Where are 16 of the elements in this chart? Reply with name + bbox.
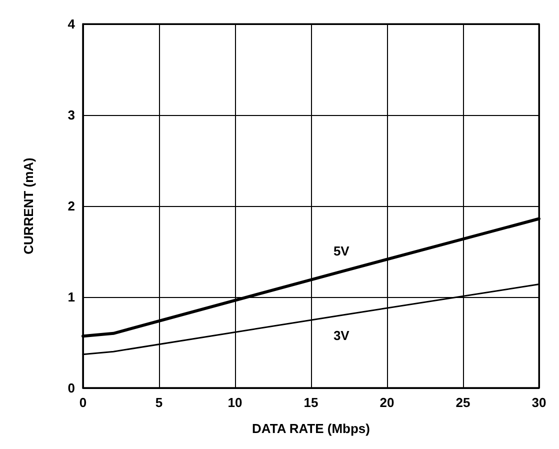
x-tick-label: 15 <box>304 395 318 410</box>
y-tick-label: 2 <box>68 198 75 214</box>
x-tick-label: 20 <box>380 395 394 410</box>
y-tick-label: 1 <box>68 290 75 304</box>
x-tick-label: 10 <box>228 395 242 410</box>
series-label: 3V <box>333 328 350 344</box>
x-tick-label: 5 <box>155 395 163 410</box>
series-label: 5V <box>333 244 350 259</box>
x-tick-label: 0 <box>79 395 87 410</box>
y-tick-label: 0 <box>68 380 75 396</box>
x-tick-label: 25 <box>456 395 470 410</box>
x-tick-label: 30 <box>532 395 546 410</box>
x-axis-title: DATA RATE (Mbps) <box>252 421 370 436</box>
y-tick-label: 4 <box>68 16 76 32</box>
y-axis-title: CURRENT (mA) <box>21 158 36 254</box>
y-tick-label: 3 <box>68 108 75 122</box>
